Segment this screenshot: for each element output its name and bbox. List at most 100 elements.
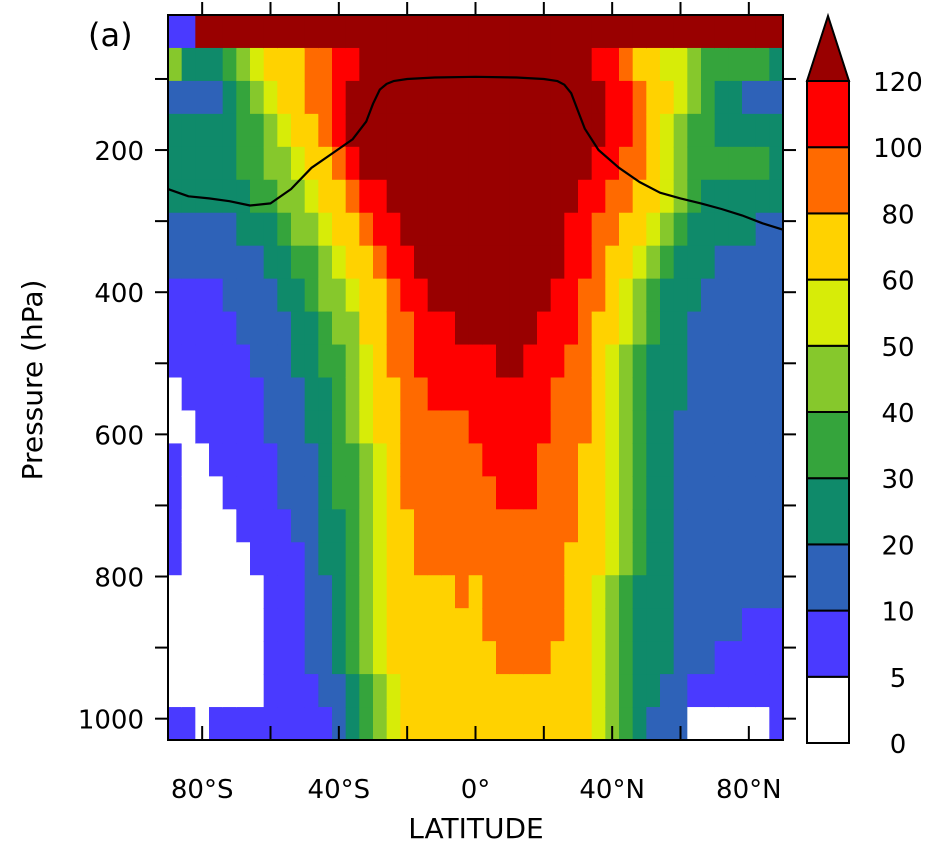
heatmap-cell bbox=[605, 146, 620, 181]
heatmap-cell bbox=[195, 674, 210, 708]
heatmap-cell bbox=[509, 443, 524, 477]
heatmap-cell bbox=[345, 146, 360, 181]
colorbar-segment bbox=[806, 344, 850, 413]
heatmap-cell bbox=[550, 344, 565, 379]
heatmap-cell bbox=[332, 344, 347, 379]
heatmap-cell bbox=[605, 707, 620, 741]
heatmap-cell bbox=[181, 674, 196, 708]
heatmap-cell bbox=[578, 15, 593, 49]
heatmap-cell bbox=[400, 608, 415, 642]
heatmap-cell bbox=[236, 113, 251, 148]
heatmap-cell bbox=[236, 278, 251, 313]
heatmap-cell bbox=[222, 476, 237, 510]
heatmap-cell bbox=[591, 575, 606, 609]
heatmap-cell bbox=[701, 15, 716, 49]
heatmap-cell bbox=[250, 509, 265, 543]
heatmap-cell bbox=[427, 311, 442, 346]
colorbar-segment bbox=[806, 543, 850, 612]
heatmap-cell bbox=[742, 476, 757, 510]
contour-line bbox=[167, 75, 784, 231]
heatmap-cell bbox=[687, 410, 702, 444]
heatmap-cell bbox=[714, 15, 729, 49]
heatmap-cell bbox=[400, 344, 415, 379]
heatmap-cell bbox=[687, 311, 702, 346]
heatmap-cell bbox=[441, 47, 456, 82]
heatmap-cell bbox=[250, 15, 265, 49]
heatmap-cell bbox=[168, 179, 183, 214]
heatmap-cell bbox=[291, 245, 306, 280]
heatmap-cell bbox=[222, 410, 237, 444]
heatmap-cell bbox=[496, 476, 511, 510]
heatmap-cell bbox=[345, 608, 360, 642]
heatmap-cell bbox=[250, 443, 265, 477]
heatmap-cell bbox=[509, 179, 524, 214]
heatmap-cell bbox=[714, 509, 729, 543]
heatmap-cell bbox=[564, 707, 579, 741]
heatmap-cell bbox=[673, 47, 688, 82]
heatmap-cell bbox=[318, 509, 333, 543]
heatmap-cell bbox=[755, 15, 770, 49]
heatmap-cell bbox=[550, 245, 565, 280]
heatmap-cell bbox=[632, 113, 647, 148]
heatmap-cell bbox=[728, 707, 743, 741]
heatmap-cell bbox=[509, 311, 524, 346]
heatmap-cell bbox=[468, 575, 483, 609]
heatmap-cell bbox=[455, 641, 470, 675]
heatmap-cell bbox=[714, 344, 729, 379]
heatmap-cell bbox=[359, 80, 374, 115]
heatmap-cell bbox=[236, 377, 251, 412]
heatmap-cell bbox=[605, 542, 620, 576]
heatmap-cell bbox=[660, 377, 675, 412]
heatmap-cell bbox=[591, 476, 606, 510]
heatmap-cell bbox=[250, 113, 265, 148]
heatmap-cell bbox=[304, 542, 319, 576]
heatmap-cell bbox=[537, 707, 552, 741]
colorbar-label: 5 bbox=[890, 664, 907, 694]
heatmap-cell bbox=[687, 476, 702, 510]
panel-label: (a) bbox=[88, 16, 133, 54]
heatmap-cell bbox=[509, 641, 524, 675]
heatmap-cell bbox=[195, 509, 210, 543]
heatmap-cell bbox=[209, 80, 224, 115]
heatmap-cell bbox=[769, 410, 784, 444]
heatmap-cell bbox=[550, 146, 565, 181]
heatmap-cell bbox=[304, 608, 319, 642]
heatmap-cell bbox=[209, 509, 224, 543]
heatmap-cell bbox=[769, 575, 784, 609]
heatmap-cell bbox=[673, 212, 688, 247]
heatmap-cell bbox=[277, 245, 292, 280]
heatmap-cell bbox=[318, 47, 333, 82]
heatmap-cell bbox=[755, 707, 770, 741]
heatmap-cell bbox=[646, 179, 661, 214]
heatmap-cell bbox=[482, 410, 497, 444]
heatmap-cell bbox=[441, 245, 456, 280]
heatmap-cell bbox=[455, 509, 470, 543]
heatmap-cell bbox=[318, 15, 333, 49]
heatmap-cell bbox=[646, 443, 661, 477]
heatmap-cell bbox=[701, 674, 716, 708]
heatmap-cell bbox=[195, 113, 210, 148]
heatmap-cell bbox=[263, 47, 278, 82]
heatmap-cell bbox=[660, 443, 675, 477]
heatmap-cell bbox=[345, 344, 360, 379]
heatmap-cell bbox=[701, 608, 716, 642]
heatmap-cell bbox=[386, 707, 401, 741]
heatmap-cell bbox=[400, 311, 415, 346]
heatmap-cell bbox=[673, 608, 688, 642]
heatmap-cell bbox=[414, 608, 429, 642]
heatmap-cell bbox=[509, 707, 524, 741]
heatmap-cell bbox=[755, 113, 770, 148]
heatmap-cell bbox=[605, 641, 620, 675]
x-axis: 80°S 40°S 0° 40°N 80°N bbox=[171, 2, 782, 805]
heatmap-cell bbox=[181, 377, 196, 412]
heatmap-cell bbox=[332, 542, 347, 576]
heatmap-cell bbox=[537, 509, 552, 543]
heatmap-cell bbox=[195, 608, 210, 642]
heatmap-cell bbox=[769, 641, 784, 675]
heatmap-cell bbox=[619, 608, 634, 642]
heatmap-cell bbox=[209, 542, 224, 576]
heatmap-cell bbox=[523, 674, 538, 708]
heatmap-cell bbox=[468, 410, 483, 444]
heatmap-cell bbox=[209, 476, 224, 510]
heatmap-cell bbox=[181, 113, 196, 148]
